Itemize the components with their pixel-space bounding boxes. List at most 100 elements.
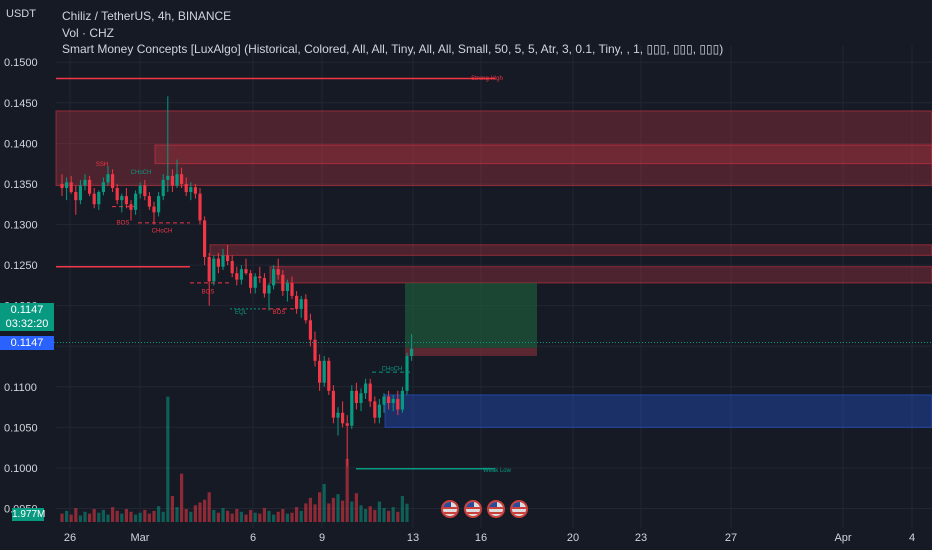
candle-body — [60, 183, 64, 188]
us-flag-event-icon[interactable] — [487, 500, 505, 518]
time-tick-label: Apr — [834, 532, 851, 544]
candle-body — [308, 320, 312, 340]
volume-bar — [258, 513, 262, 522]
structure-label: SSH — [96, 162, 108, 168]
candle-body — [327, 360, 331, 391]
volume-bar — [147, 513, 151, 522]
candle-body — [272, 269, 276, 286]
price-tick-label: 0.1300 — [4, 220, 38, 232]
volume-bar — [216, 512, 220, 522]
candle-body — [97, 192, 101, 205]
candle-body — [134, 193, 138, 210]
candle-body — [212, 258, 216, 282]
price-tick-label: 0.1400 — [4, 138, 38, 150]
candle-body — [410, 348, 414, 356]
volume-bar — [285, 513, 289, 522]
last-price-value: 0.1147 — [10, 304, 44, 316]
volume-bar — [354, 493, 358, 522]
volume-bar — [262, 508, 266, 522]
volume-bar — [336, 494, 340, 522]
volume-bar — [230, 513, 234, 522]
volume-bar — [170, 496, 174, 522]
volume-bar — [166, 396, 170, 522]
volume-bar — [387, 510, 391, 522]
time-tick-label: 4 — [909, 532, 915, 544]
volume-bar — [226, 510, 230, 522]
symbol-title[interactable]: Chiliz / TetherUS, 4h, BINANCE — [62, 9, 232, 23]
volume-bar — [157, 506, 161, 522]
candle-body — [203, 220, 207, 257]
volume-bar — [124, 509, 128, 522]
volume-bar — [212, 509, 216, 522]
candle-body — [138, 185, 142, 194]
volume-bar — [83, 511, 87, 522]
volume-bar — [373, 509, 377, 522]
candle-body — [350, 390, 354, 426]
volume-bar — [235, 509, 239, 522]
volume-bar — [377, 501, 381, 522]
time-tick-label: 20 — [567, 532, 579, 544]
candle-body — [193, 187, 197, 194]
volume-bar — [97, 512, 101, 522]
candle-body — [276, 269, 280, 275]
volume-bar — [184, 509, 188, 522]
price-tick-label: 0.1050 — [4, 422, 38, 434]
candle-body — [83, 179, 87, 186]
candle-body — [387, 396, 391, 404]
candle-body — [180, 174, 184, 184]
volume-bar — [207, 492, 211, 522]
structure-lines — [56, 77, 495, 470]
volume-bar — [189, 511, 193, 522]
candle-body — [331, 390, 335, 418]
volume-bar — [198, 502, 202, 522]
smc-zones — [55, 110, 932, 428]
volume-bar — [308, 497, 312, 522]
volume-bar — [400, 496, 404, 522]
volume-bars — [60, 396, 409, 522]
time-tick-label: 6 — [250, 532, 256, 544]
volume-bar — [221, 508, 225, 522]
time-tick-label: 23 — [635, 532, 647, 544]
volume-bar — [74, 508, 78, 522]
demand-zone — [384, 394, 932, 428]
candle-body — [152, 206, 156, 213]
us-flag-event-icon[interactable] — [464, 500, 482, 518]
volume-bar — [134, 514, 138, 522]
time-tick-label: Mar — [131, 532, 150, 544]
indicator-legend[interactable]: Smart Money Concepts [LuxAlgo] (Historic… — [62, 42, 724, 56]
price-tick-label: 0.1100 — [4, 382, 37, 394]
candle-body — [341, 412, 345, 424]
structure-label: BOS — [117, 221, 130, 227]
candle-body — [147, 196, 151, 207]
volume-bar — [203, 499, 207, 522]
volume-bar — [267, 510, 271, 522]
supply-zone — [269, 266, 932, 284]
volume-bar — [115, 510, 119, 522]
candle-body — [364, 383, 368, 394]
candle-body — [262, 278, 266, 294]
candle-body — [239, 269, 243, 280]
candle-body — [304, 299, 308, 321]
volume-value-tag: 1.977M — [12, 508, 46, 521]
volume-bar — [341, 500, 345, 522]
candle-body — [189, 187, 193, 193]
candle-body — [115, 187, 119, 201]
candle-body — [382, 396, 386, 405]
candle-body — [267, 285, 271, 294]
candle-body — [281, 274, 285, 292]
price-tick-label: 0.1500 — [4, 57, 38, 69]
bar-countdown: 03:32:20 — [5, 318, 49, 330]
candle-body — [313, 339, 317, 361]
us-flag-event-icon[interactable] — [441, 500, 459, 518]
us-flag-event-icon[interactable] — [510, 500, 528, 518]
candle-body — [161, 179, 165, 197]
volume-bar — [161, 511, 165, 522]
volume-legend[interactable]: Vol · CHZ — [62, 26, 115, 40]
candle-body — [92, 193, 96, 205]
volume-bar — [175, 507, 179, 522]
candle-body — [299, 299, 303, 309]
candle-body — [88, 179, 92, 194]
candle-body — [166, 175, 170, 180]
volume-bar — [331, 497, 335, 522]
